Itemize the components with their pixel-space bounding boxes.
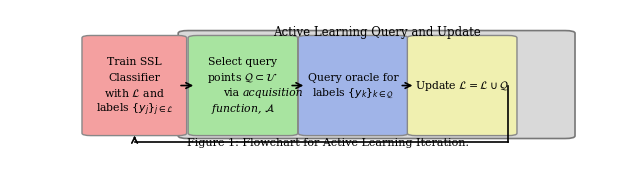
Text: Classifier: Classifier	[108, 73, 160, 83]
FancyBboxPatch shape	[178, 31, 575, 138]
Text: acquisition: acquisition	[243, 88, 303, 99]
Text: points $\mathcal{Q} \subset \mathcal{U}$: points $\mathcal{Q} \subset \mathcal{U}$	[207, 71, 278, 85]
FancyBboxPatch shape	[408, 35, 517, 136]
Text: Update $\mathcal{L} = \mathcal{L}\cup\mathcal{Q}$: Update $\mathcal{L} = \mathcal{L}\cup\ma…	[415, 79, 509, 93]
Text: Figure 1: Flowchart for Active Learning Iteration.: Figure 1: Flowchart for Active Learning …	[187, 138, 469, 148]
Text: function, $\mathcal{A}$: function, $\mathcal{A}$	[211, 102, 275, 116]
FancyBboxPatch shape	[82, 35, 187, 136]
FancyBboxPatch shape	[298, 35, 408, 136]
Text: Train SSL: Train SSL	[107, 57, 162, 67]
Text: with $\mathcal{L}$ and: with $\mathcal{L}$ and	[104, 88, 164, 99]
Text: labels $\{y_k\}_{k\in\mathcal{Q}}$: labels $\{y_k\}_{k\in\mathcal{Q}}$	[312, 86, 394, 101]
Text: Select query: Select query	[209, 57, 277, 67]
Text: via: via	[223, 88, 243, 99]
Text: Query oracle for: Query oracle for	[308, 73, 398, 83]
FancyBboxPatch shape	[188, 35, 298, 136]
Text: labels $\{y_j\}_{j\in\mathcal{L}}$: labels $\{y_j\}_{j\in\mathcal{L}}$	[95, 101, 173, 118]
Text: Active Learning Query and Update: Active Learning Query and Update	[273, 26, 481, 39]
